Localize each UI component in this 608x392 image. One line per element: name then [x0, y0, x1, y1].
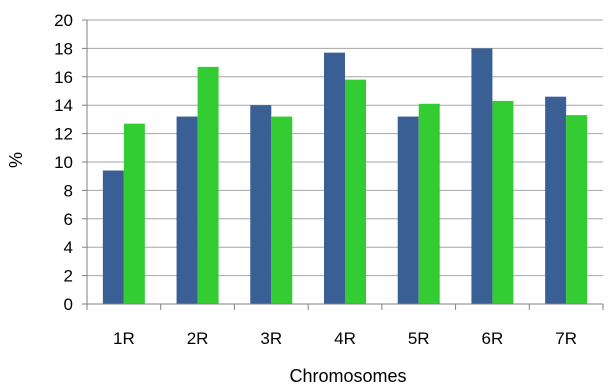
axes — [82, 19, 604, 310]
bar-series2-5R — [418, 103, 440, 304]
y-tick-label: 0 — [64, 295, 73, 314]
bar-series2-1R — [123, 123, 145, 304]
y-tick-label: 20 — [54, 11, 73, 30]
bar-series2-6R — [492, 100, 514, 304]
y-tick-label: 16 — [54, 68, 73, 87]
y-tick-label: 2 — [64, 267, 73, 286]
y-tick-label: 18 — [54, 39, 73, 58]
x-tick-label: 5R — [408, 329, 430, 348]
y-tick-label: 4 — [64, 238, 73, 257]
bar-series2-4R — [345, 79, 366, 304]
bar-series1-2R — [176, 116, 198, 304]
x-tick-label: 7R — [555, 329, 577, 348]
bar-series2-7R — [566, 115, 588, 304]
bar-series1-3R — [250, 105, 272, 304]
bar-series1-5R — [397, 116, 419, 304]
bar-series2-3R — [271, 116, 293, 304]
bar-series1-7R — [545, 96, 567, 305]
bar-series2-2R — [197, 66, 219, 304]
y-tick-label: 14 — [54, 96, 73, 115]
x-tick-label: 2R — [187, 329, 209, 348]
y-tick-label: 10 — [54, 153, 73, 172]
y-tick-labels: 0 2 4 6 8 10 12 14 16 18 20 — [54, 11, 73, 314]
y-tick-label: 6 — [64, 210, 73, 229]
x-tick-label: 3R — [260, 329, 282, 348]
y-tick-label: 8 — [64, 181, 73, 200]
x-tick-label: 6R — [482, 329, 504, 348]
x-tick-label: 4R — [334, 329, 356, 348]
bar-series1-6R — [471, 48, 493, 305]
x-tick-labels: 1R 2R 3R 4R 5R 6R 7R — [113, 329, 577, 348]
bar-series1-1R — [102, 170, 124, 304]
bars — [102, 48, 588, 305]
y-axis-label: % — [6, 152, 26, 168]
x-tick-label: 1R — [113, 329, 135, 348]
y-tick-label: 12 — [54, 125, 73, 144]
x-axis-label: Chromosomes — [289, 366, 406, 386]
bar-series1-4R — [324, 52, 345, 304]
